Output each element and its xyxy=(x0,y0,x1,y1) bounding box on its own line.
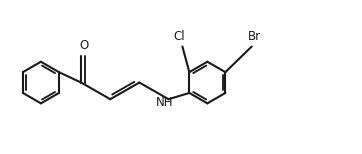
Text: Cl: Cl xyxy=(174,30,185,43)
Text: Br: Br xyxy=(248,30,261,43)
Text: NH: NH xyxy=(156,96,173,109)
Text: O: O xyxy=(79,39,89,52)
